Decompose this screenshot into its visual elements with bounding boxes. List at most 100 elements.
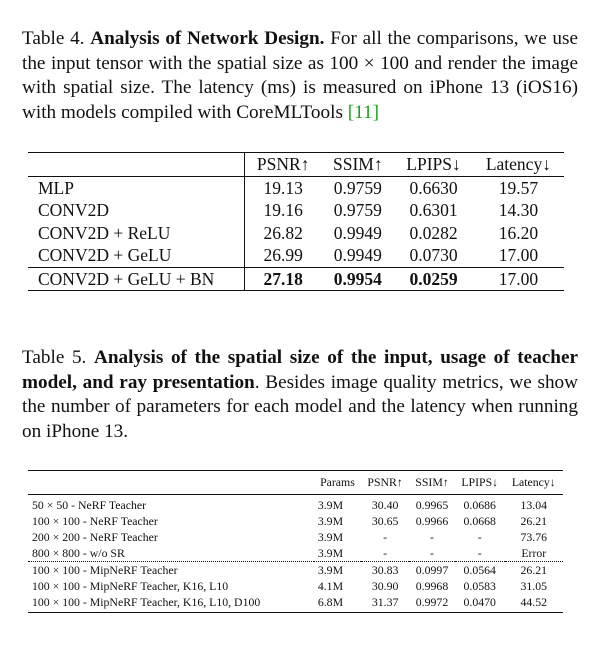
table-row: CONV2D + ReLU 26.82 0.9949 0.0282 16.20: [28, 221, 564, 244]
lpips-cell: 0.6630: [409, 177, 458, 198]
params-cell: 6.8M: [313, 594, 362, 613]
latency-cell: 73.76: [520, 530, 548, 544]
table4-header-ssim: SSIM↑: [333, 154, 383, 174]
params-cell: 3.9M: [317, 546, 344, 560]
lpips-cell: 0.6301: [409, 200, 458, 220]
table4-caption-prefix: Table 4.: [22, 28, 91, 49]
table-row: 100 × 100 - MipNeRF Teacher 3.9M 30.83 0…: [28, 561, 563, 578]
psnr-cell: 19.16: [244, 199, 322, 222]
table4-header-psnr: PSNR↑: [244, 152, 322, 176]
lpips-cell: 0.0282: [409, 222, 458, 243]
latency-cell: 44.52: [504, 594, 563, 613]
ssim-cell-best: 0.9954: [321, 266, 395, 291]
table-row: CONV2D 19.16 0.9759 0.6301 14.30: [28, 199, 564, 222]
table4: PSNR↑ SSIM↑ LPIPS↓ Latency↓ MLP 19.13 0.…: [28, 152, 564, 291]
ssim-cell: -: [430, 530, 434, 544]
lpips-cell: 0.0668: [463, 514, 496, 528]
lpips-cell-best: 0.0259: [394, 266, 473, 291]
psnr-cell: 26.82: [244, 221, 322, 244]
latency-cell: 26.21: [504, 561, 563, 578]
table5-header-method: [28, 471, 314, 495]
latency-cell: 14.30: [498, 200, 539, 220]
psnr-cell: 30.65: [371, 514, 399, 528]
table-row: 800 × 800 - w/o SR 3.9M - - - Error: [28, 545, 563, 562]
ssim-cell: 0.9759: [333, 200, 382, 220]
table-row-best: CONV2D + GeLU + BN 27.18 0.9954 0.0259 1…: [28, 266, 564, 291]
table-row: CONV2D + GeLU 26.99 0.9949 0.0730 17.00: [28, 244, 564, 267]
lpips-cell: 0.0686: [454, 494, 505, 513]
ssim-cell: 0.0997: [409, 561, 455, 578]
latency-cell: 17.00: [472, 266, 564, 291]
ssim-cell: 0.9972: [409, 594, 455, 613]
table5-header-params: Params: [320, 475, 355, 489]
method-cell: 800 × 800 - w/o SR: [32, 546, 125, 560]
ssim-cell: 0.9759: [333, 177, 382, 198]
latency-cell: 17.00: [498, 245, 539, 265]
latency-cell: 16.20: [498, 222, 539, 243]
psnr-cell: 30.83: [361, 561, 410, 578]
method-cell: 100 × 100 - MipNeRF Teacher: [28, 561, 314, 578]
table4-header-latency: Latency↓: [485, 154, 551, 174]
method-cell: 100 × 100 - NeRF Teacher: [32, 514, 158, 528]
table-row: 100 × 100 - MipNeRF Teacher, K16, L10 4.…: [28, 578, 563, 594]
params-cell: 4.1M: [317, 579, 344, 593]
table5-header-psnr: PSNR↑: [367, 475, 403, 489]
lpips-cell: 0.0583: [463, 579, 496, 593]
latency-cell: 19.57: [498, 177, 539, 198]
ssim-cell: 0.9966: [415, 514, 449, 528]
table5-caption-body: . Besides image quality metrics, we show…: [22, 371, 578, 442]
params-cell: 3.9M: [313, 561, 362, 578]
method-cell: 100 × 100 - MipNeRF Teacher, K16, L10, D…: [28, 594, 314, 613]
method-cell: 50 × 50 - NeRF Teacher: [28, 494, 314, 513]
ssim-cell: 0.9965: [409, 494, 455, 513]
method-cell: 200 × 200 - NeRF Teacher: [32, 530, 158, 544]
ssim-cell: -: [430, 546, 434, 560]
table5-header-latency: Latency↓: [511, 475, 556, 489]
method-cell: CONV2D + ReLU: [38, 222, 171, 243]
table5: Params PSNR↑ SSIM↑ LPIPS↓ Latency↓ 50 × …: [28, 470, 563, 613]
lpips-cell: 0.0470: [454, 594, 505, 613]
table4-header-row: PSNR↑ SSIM↑ LPIPS↓ Latency↓: [28, 152, 564, 177]
table4-caption: Table 4. Analysis of Network Design. For…: [22, 27, 578, 125]
psnr-cell: 26.99: [244, 244, 322, 267]
method-cell: MLP: [38, 177, 74, 198]
table5-header-ssim: SSIM↑: [415, 475, 449, 489]
table-row: MLP 19.13 0.9759 0.6630 19.57: [28, 176, 564, 199]
table-row: 200 × 200 - NeRF Teacher 3.9M - - - 73.7…: [28, 529, 563, 545]
psnr-cell: 19.13: [244, 176, 322, 199]
params-cell: 3.9M: [317, 514, 344, 528]
psnr-cell: -: [383, 546, 388, 560]
method-cell: 100 × 100 - MipNeRF Teacher, K16, L10: [32, 579, 229, 593]
ssim-cell: 0.9949: [333, 245, 382, 265]
table-row: 100 × 100 - MipNeRF Teacher, K16, L10, D…: [28, 594, 563, 613]
lpips-cell: 0.0564: [454, 561, 505, 578]
table4-caption-title: Analysis of Network Design.: [90, 28, 325, 49]
ssim-cell: 0.9968: [415, 579, 449, 593]
table5-caption-prefix: Table 5.: [22, 347, 94, 368]
table4-header-method: [28, 153, 245, 177]
table4-header-lpips: LPIPS↓: [406, 154, 461, 174]
table4-citation-link[interactable]: [11]: [347, 101, 379, 123]
psnr-cell-best: 27.18: [244, 266, 322, 291]
latency-cell: 31.05: [520, 579, 548, 593]
params-cell: 3.9M: [317, 530, 344, 544]
method-cell: CONV2D: [38, 200, 109, 220]
psnr-cell: -: [383, 530, 388, 544]
psnr-cell: 30.40: [361, 494, 410, 513]
method-cell: CONV2D + GeLU: [38, 245, 172, 265]
lpips-cell: 0.0730: [409, 245, 458, 265]
lpips-cell: -: [477, 530, 482, 544]
psnr-cell: 31.37: [361, 594, 410, 613]
latency-cell: 13.04: [504, 494, 563, 513]
table4-caption-body: For all the comparisons, we use the inpu…: [22, 28, 578, 123]
table5-header-lpips: LPIPS↓: [461, 475, 499, 489]
latency-cell: 26.21: [520, 514, 548, 528]
params-cell: 3.9M: [313, 494, 362, 513]
lpips-cell: -: [477, 546, 482, 560]
ssim-cell: 0.9949: [333, 222, 382, 243]
table-row: 100 × 100 - NeRF Teacher 3.9M 30.65 0.99…: [28, 513, 563, 529]
latency-cell: Error: [521, 546, 547, 560]
table5-caption: Table 5. Analysis of the spatial size of…: [22, 346, 578, 444]
table5-header-row: Params PSNR↑ SSIM↑ LPIPS↓ Latency↓: [28, 470, 563, 495]
method-cell: CONV2D + GeLU + BN: [28, 266, 245, 291]
